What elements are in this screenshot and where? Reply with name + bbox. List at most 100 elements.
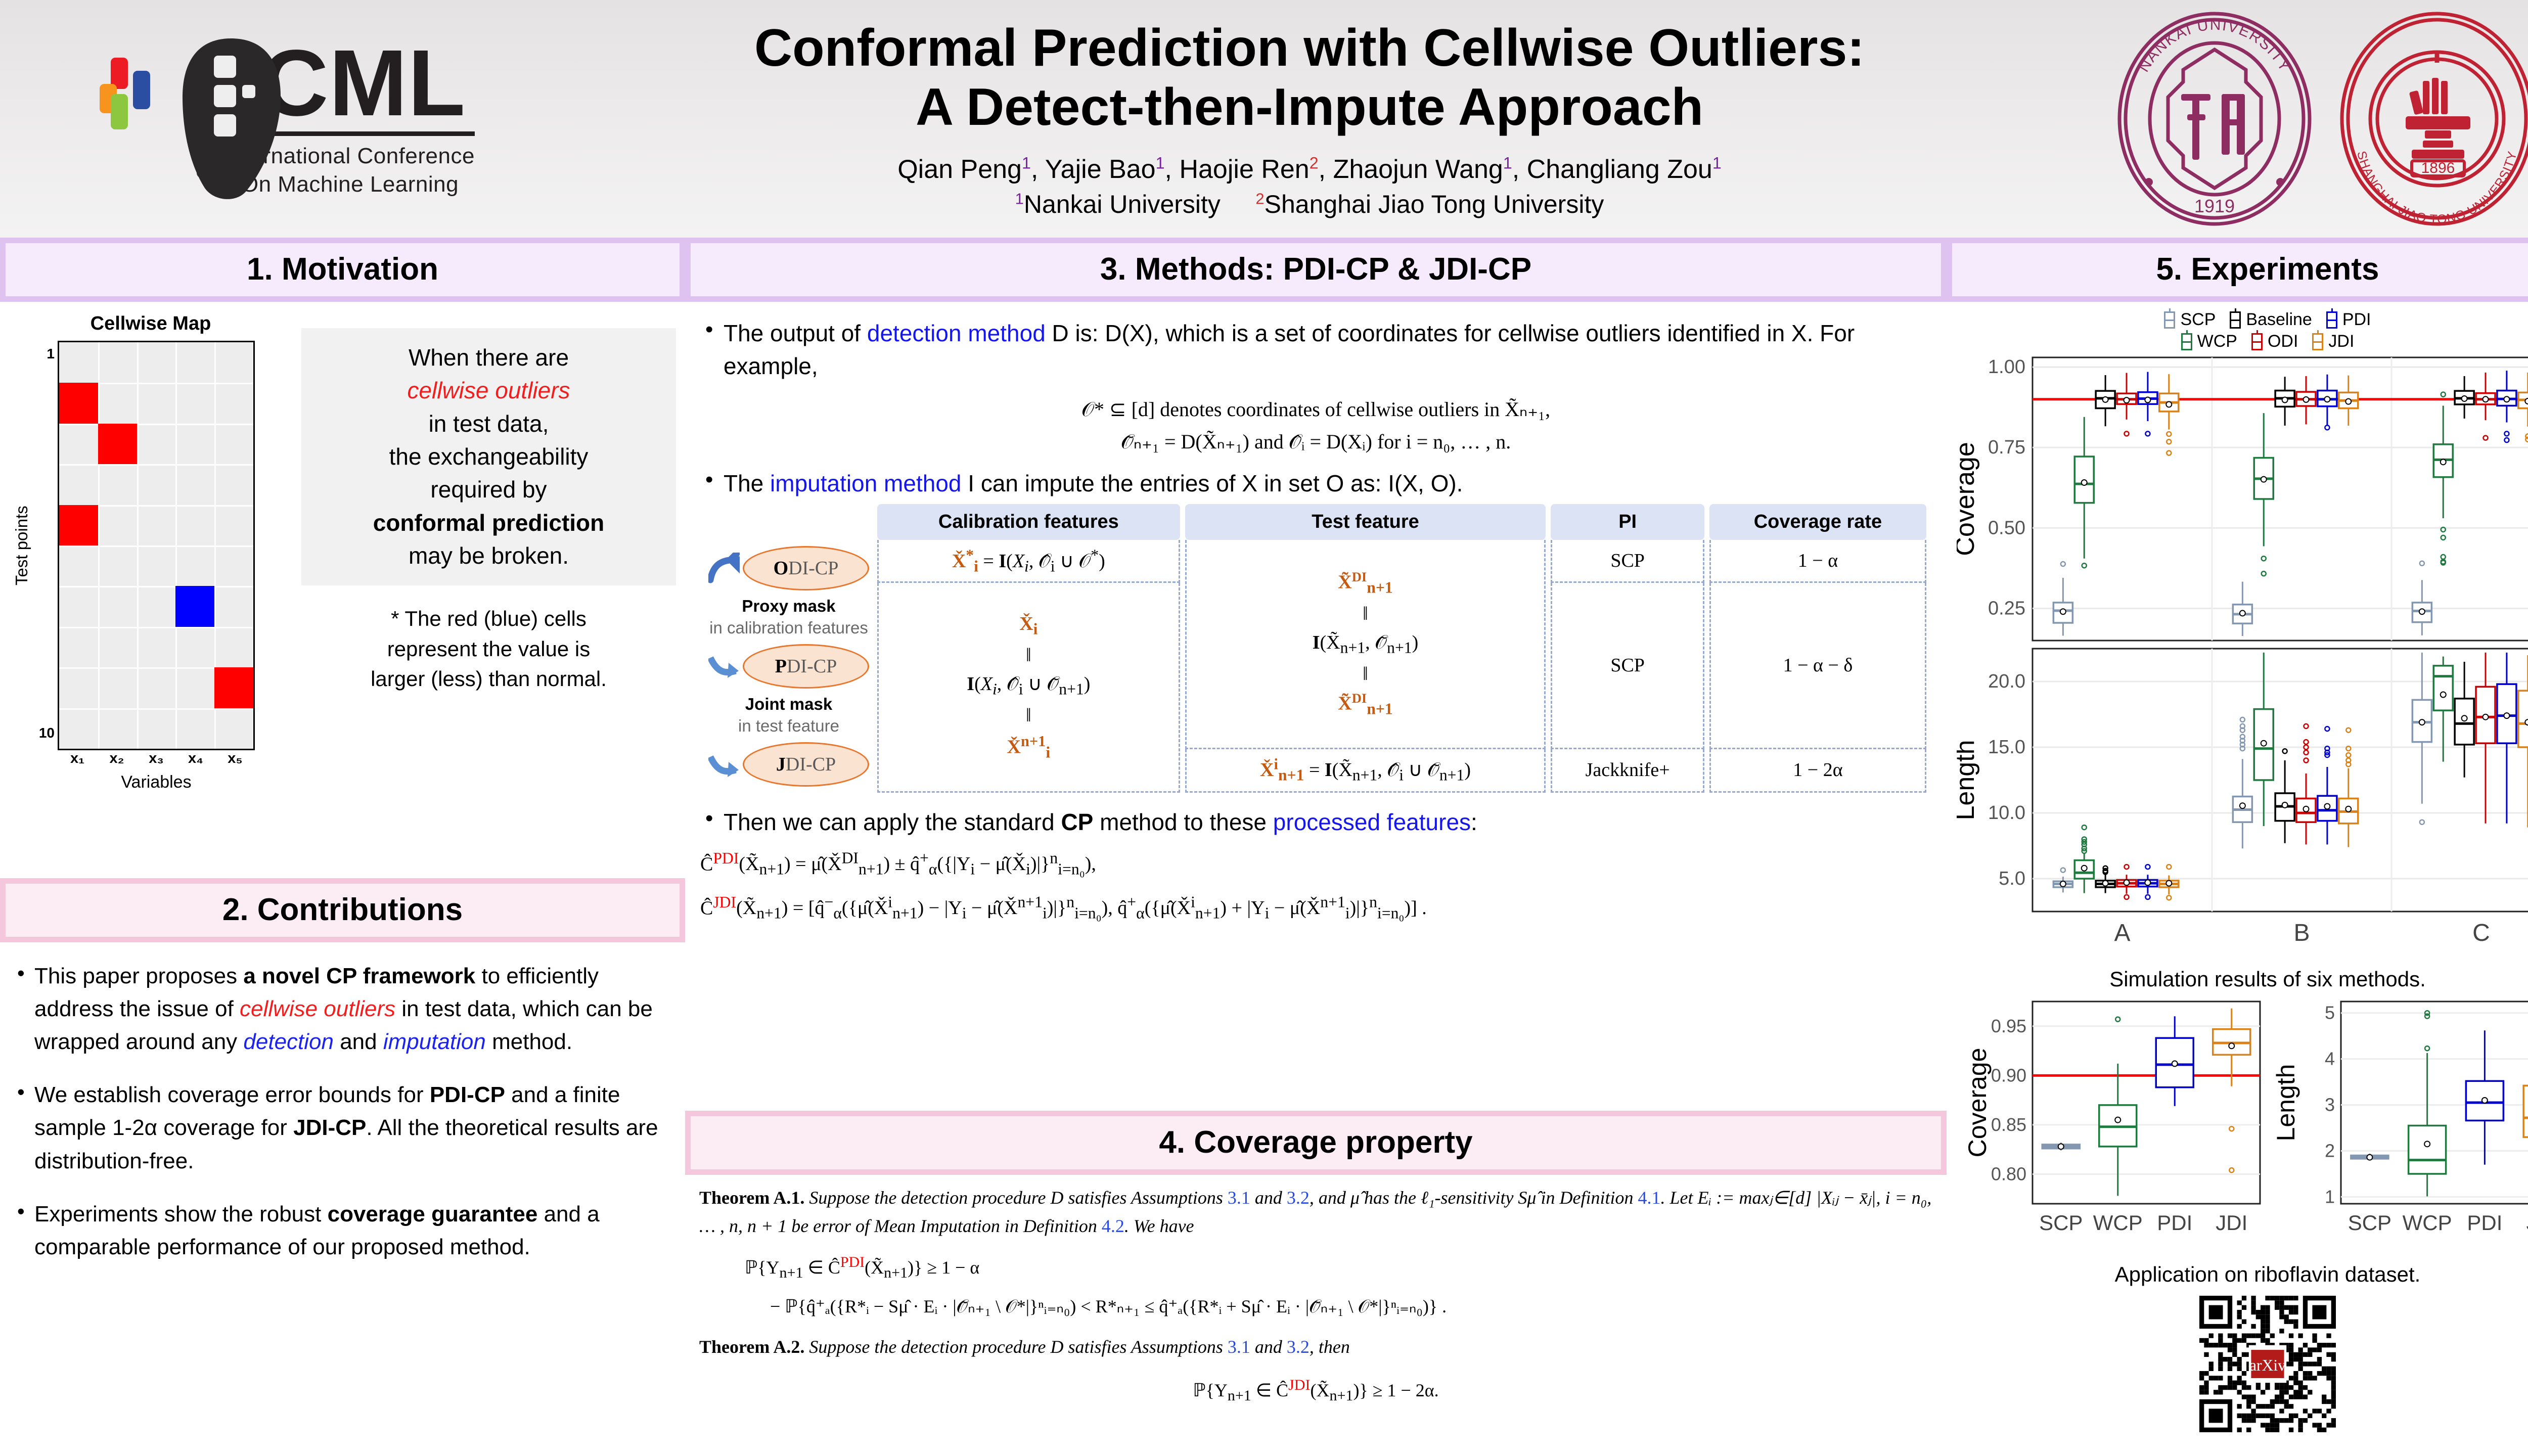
theorem-a2-ref-3-1[interactable]: 3.1 — [1227, 1337, 1250, 1357]
flow-node-jdi: J DI-CP — [708, 742, 869, 787]
contrib-text-2-2: and a comparable performance of our prop… — [34, 1201, 600, 1259]
nankai-seal-year: 1919 — [2194, 196, 2235, 216]
boxplot-box — [2095, 865, 2116, 893]
methods-header-band: 3. Methods: PDI-CP & JDI-CP — [685, 238, 1947, 302]
calib-eq1: ‖ — [1026, 644, 1031, 666]
methods-bullet-2-post: I can impute the entries of X in set O a… — [961, 470, 1463, 496]
theorem-a1-ref-4-2[interactable]: 4.2 — [1101, 1215, 1124, 1236]
test-feature-impute: I(X̃n+1, 𝒪̃n+1) — [1312, 631, 1419, 657]
detection-method-link[interactable]: detection method — [867, 320, 1046, 346]
x-tick-label: WCP — [2093, 1211, 2143, 1235]
legend-box-baseline — [2230, 308, 2241, 329]
boxplot-box — [2116, 373, 2137, 437]
x-tick-label: WCP — [2403, 1211, 2452, 1235]
grid-hline — [59, 586, 253, 588]
experiments-header-band: 5. Experiments — [1947, 238, 2528, 302]
eq-example-1: 𝒪* ⊆ [d] denotes coordinates of cellwise… — [1081, 397, 1551, 421]
boxplot-box — [2158, 863, 2180, 901]
methods-table-col-pi: PI — [1551, 504, 1704, 540]
methods-table-col-test: Test feature — [1185, 504, 1546, 540]
methods-bullet-3-post: : — [1471, 808, 1477, 835]
jdi-test-rhs: = I(X̃n+1, 𝒪̂i ∪ 𝒪̃n+1) — [1308, 759, 1471, 785]
boxplot-box — [2212, 1008, 2251, 1173]
grid-vline — [137, 342, 139, 749]
x-tick-label: SCP — [2348, 1211, 2391, 1235]
eq-pdi-tail: (X̃n+1) = μ̂(X̌DIn+1) ± q̂+α({|Yi − μ̂(X… — [739, 849, 1096, 879]
middle-column-wrap: 3. Methods: PDI-CP & JDI-CP The output o… — [685, 238, 1947, 1456]
boxplot-box — [2232, 716, 2253, 849]
boxplot-box — [2137, 372, 2158, 437]
theorem-a1-label: Theorem A.1. — [699, 1188, 805, 1208]
y-tick-label: 10.0 — [1988, 802, 2025, 824]
test-feature-stack: X̃DIn+1 ‖ I(X̃n+1, 𝒪̃n+1) ‖ X̃DIn+1 — [1190, 567, 1542, 721]
boxplot-box — [2317, 725, 2338, 845]
boxplot-box — [2274, 377, 2295, 426]
test-feature-eq1: ‖ — [1363, 603, 1368, 624]
affiliation-2: 2Shanghai Jiao Tong University — [1255, 189, 1604, 218]
methods-bullet-3-mid: method to these — [1093, 808, 1273, 835]
author-list: Qian Peng1, Yajie Bao1, Haojie Ren2, Zha… — [897, 154, 1722, 184]
boxplot-box — [2253, 413, 2274, 577]
grid-vline — [175, 342, 177, 749]
methods-bullet-1: The output of detection method D is: D(X… — [700, 314, 1931, 383]
y-axis-label: Length — [1957, 740, 1980, 820]
qr-code-block[interactable]: arXiv — [2199, 1296, 2336, 1435]
legend-item-jdi: JDI — [2312, 330, 2354, 351]
y-axis-label: Coverage — [1963, 1048, 1992, 1158]
eq-pdi-sup: PDI — [713, 849, 739, 867]
flow-label-joint-rest: oint mask — [754, 694, 833, 713]
cell-pi-pdi: SCP — [1551, 583, 1704, 750]
cellwise-outlier-cell — [59, 383, 98, 424]
boxplot-box — [2052, 867, 2074, 893]
theorem-a2-label: Theorem A.2. — [699, 1337, 805, 1357]
methods-final-equations: ĈPDI(X̃n+1) = μ̂(X̌DIn+1) ± q̂+α({|Yi − … — [700, 846, 1931, 927]
cell-coverage-jdi: 1 − 2α — [1709, 749, 1926, 793]
simulation-boxplot-chart: 0.25 0.50 0.75 1.00 Coverage 5.0 10.0 15.0 20.0 L… — [1957, 356, 2528, 946]
poster-columns: 1. Motivation Cellwise Map Test points 1… — [0, 238, 2528, 1456]
legend-item-wcp: WCP — [2181, 330, 2237, 351]
eq-pdi: ĈPDI(X̃n+1) = μ̂(X̌DIn+1) ± q̂+α({|Yi − … — [700, 846, 1931, 883]
boxplot-box — [2158, 374, 2180, 456]
down-arrow-icon-2 — [708, 755, 739, 777]
contrib-text-1-4: . All the theoretical results are distri… — [34, 1115, 658, 1173]
methods-bullet-3: Then we can apply the standard CP method… — [700, 802, 1931, 839]
y-tick-label: 0.95 — [1991, 1016, 2026, 1036]
cellwise-map-title: Cellwise Map — [90, 313, 211, 334]
author-2: Yajie Bao1 — [1045, 154, 1165, 184]
methods-table-header-row: Calibration features Test feature PI Cov… — [705, 504, 1926, 540]
cellwise-map-xlabel: Variables — [121, 772, 192, 792]
contributions-body: This paper proposes a novel CP framework… — [0, 942, 685, 1456]
theorem-a2-ref-3-2[interactable]: 3.2 — [1286, 1337, 1310, 1357]
imputation-method-link[interactable]: imputation method — [770, 470, 962, 496]
author-4: Zhaojun Wang1 — [1333, 154, 1512, 184]
poster-title-line2: A Detect-then-Impute Approach — [915, 77, 1704, 136]
grid-vline — [98, 342, 100, 749]
node-jdi-rest: DI-CP — [785, 753, 836, 775]
x-tick-label: SCP — [2039, 1211, 2083, 1235]
table-row: X̌i ‖ I(Xi, 𝒪̂i ∪ 𝒪̃n+1) ‖ X̌n+1i SCP 1 … — [705, 583, 1926, 793]
cellwise-map-chart: Cellwise Map Test points 1 10 x₁ x₂ — [9, 313, 292, 873]
theorem-a1-ref-3-1[interactable]: 3.1 — [1227, 1188, 1250, 1208]
jdi-test-lhs: X̌in+1 — [1260, 755, 1304, 785]
methods-table-flow-header — [705, 504, 872, 540]
processed-features-link[interactable]: processed features — [1273, 808, 1471, 835]
boxplot-box — [2407, 1010, 2447, 1197]
flow-node-odi: O DI-CP — [708, 545, 869, 590]
boxplot-box — [2432, 391, 2454, 566]
node-odi-bold-letter: O — [773, 557, 789, 579]
arxiv-qr-code-icon[interactable]: arXiv — [2199, 1296, 2336, 1432]
node-pdi-cp: P DI-CP — [743, 644, 869, 689]
legend-item-scp: SCP — [2164, 308, 2216, 330]
theorem-a2-text-c: , then — [1309, 1337, 1350, 1357]
icml-dot-green — [111, 94, 128, 129]
cellwise-outlier-cell — [59, 505, 98, 545]
methods-bullet-1-pre: The output of — [724, 320, 867, 346]
nankai-university-seal-icon: 1919 NANKAI UNIVERSITY — [2117, 12, 2312, 226]
contrib-bold-1-1: PDI-CP — [429, 1082, 505, 1108]
eq-jdi-sup: JDI — [713, 893, 737, 911]
section-title-coverage: 4. Coverage property — [691, 1116, 1941, 1169]
thm2-eq-pre: ℙ{Yn+1 ∈ Ĉ — [1193, 1380, 1289, 1404]
contrib-text-0-8: method. — [485, 1029, 573, 1055]
theorem-a1-ref-3-2[interactable]: 3.2 — [1286, 1188, 1310, 1208]
theorem-a1-ref-4-1[interactable]: 4.1 — [1638, 1188, 1661, 1208]
